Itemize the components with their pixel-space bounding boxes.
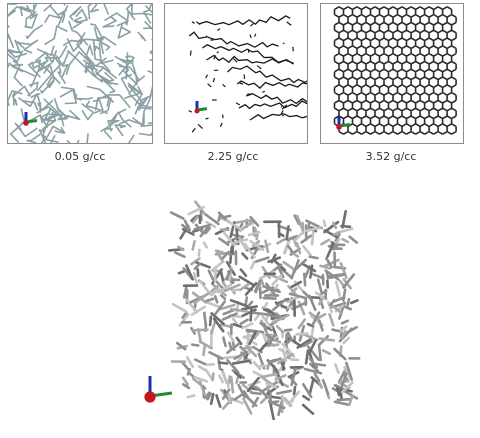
density-label-low: 0.05 g/cc <box>54 150 106 163</box>
layered-chains-image <box>188 15 307 133</box>
structure-panel-mid-density <box>164 3 308 144</box>
porous-network-image <box>8 4 152 143</box>
structure-panel-high-density <box>320 3 464 144</box>
density-label-mid: 2.25 g/cc <box>207 150 259 163</box>
structure-panel-low-density <box>7 3 153 144</box>
density-label-high: 3.52 g/cc <box>365 150 417 163</box>
coordinate-axes-icon <box>23 112 38 126</box>
coordinate-axes-icon <box>144 376 173 403</box>
coordinate-axes-icon <box>194 101 208 114</box>
coordinate-axes-icon <box>336 116 351 130</box>
porous-network-3d-render <box>144 200 361 420</box>
honeycomb-lattice-image <box>333 6 457 135</box>
